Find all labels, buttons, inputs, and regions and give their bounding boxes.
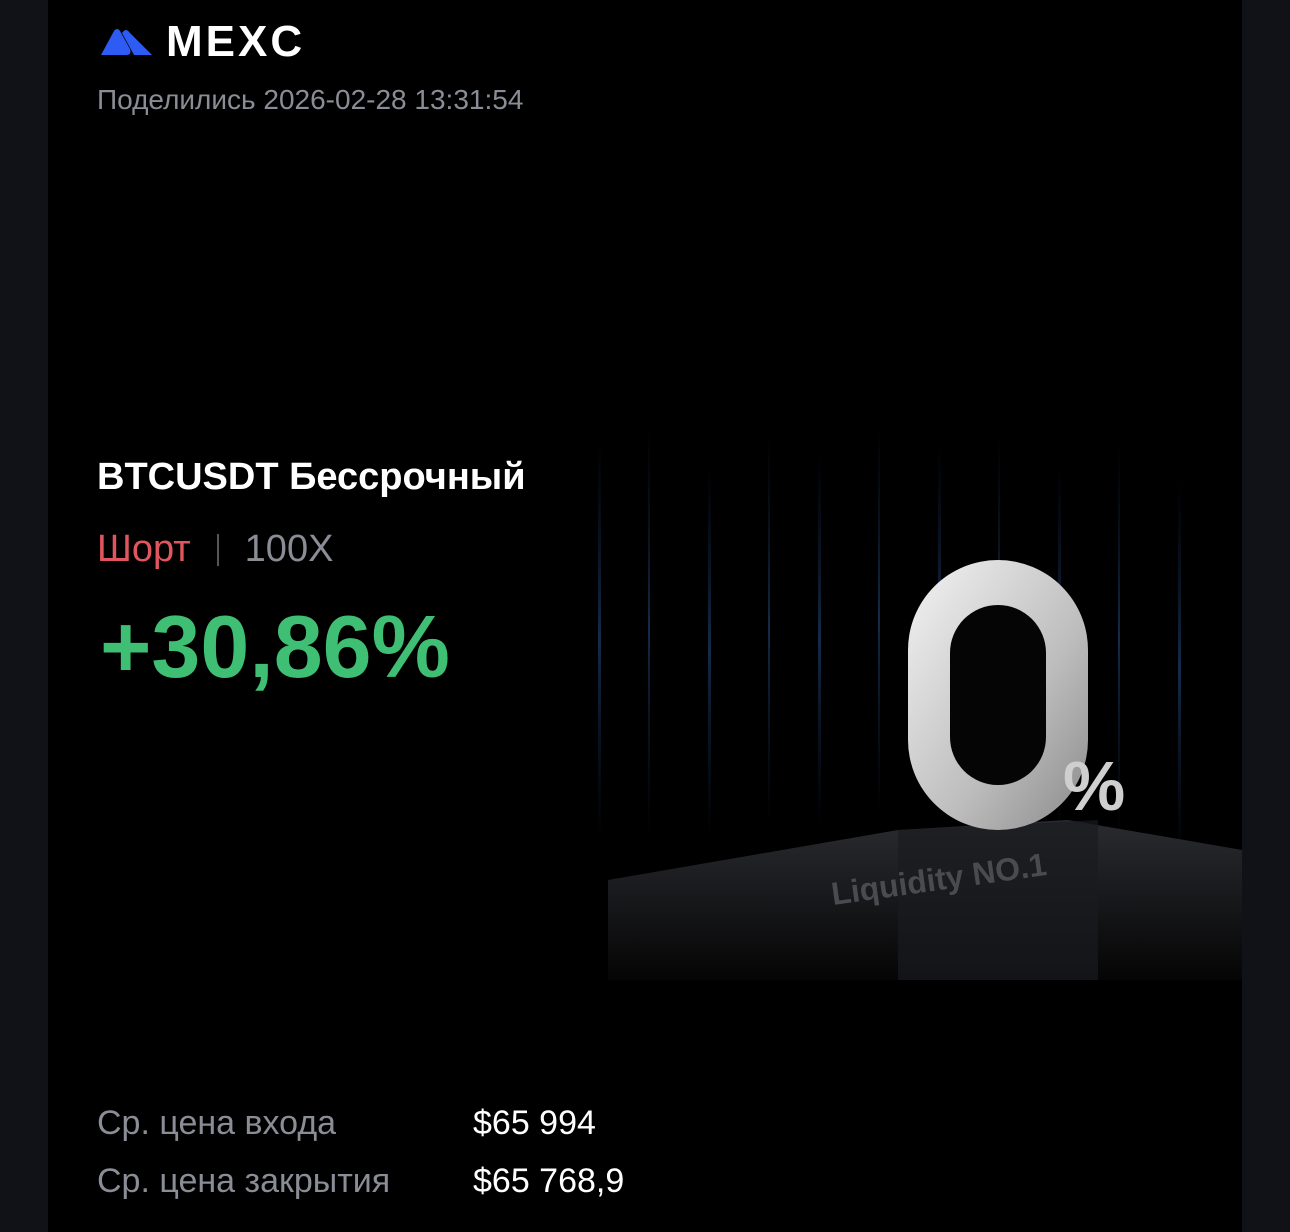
detail-row-entry: Ср. цена входа $65 994 <box>97 1104 596 1143</box>
detail-value: $65 768,9 <box>473 1162 625 1200</box>
detail-row-close: Ср. цена закрытия $65 768,9 <box>97 1162 624 1201</box>
pnl-percent: +30,86% <box>100 597 450 696</box>
leverage: 100X <box>244 528 334 570</box>
shared-timestamp: Поделились 2026-02-28 13:31:54 <box>97 84 524 115</box>
promo-artwork: % Liquidity NO.1 <box>598 420 1242 980</box>
position-side-row: Шорт 100X <box>97 528 333 571</box>
detail-label: Ср. цена закрытия <box>97 1162 391 1200</box>
percent-glyph: % <box>1063 747 1125 825</box>
mexc-logo-icon <box>101 29 152 55</box>
detail-label: Ср. цена входа <box>97 1104 337 1142</box>
share-card: MEXC Поделились 2026-02-28 13:31:54 <box>48 0 1242 1232</box>
trading-pair: BTCUSDT Бессрочный <box>97 456 526 498</box>
detail-value: $65 994 <box>473 1104 596 1142</box>
position-side: Шорт <box>97 528 191 570</box>
divider <box>216 533 219 566</box>
brand-name: MEXC <box>166 17 306 66</box>
mexc-logo: MEXC <box>98 20 305 64</box>
